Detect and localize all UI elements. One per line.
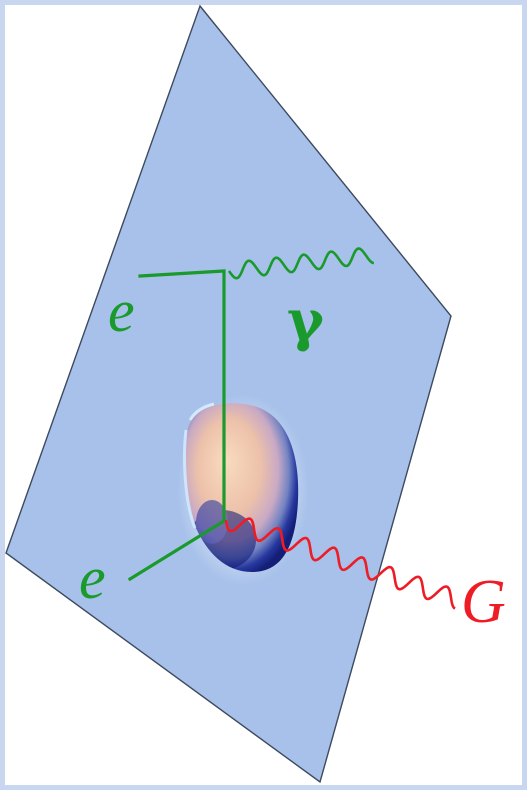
electron-label-top: e <box>108 278 135 344</box>
electron-lines <box>127 269 227 582</box>
graviton-wave <box>224 517 456 610</box>
graviton-label: G <box>461 568 506 636</box>
electron-line-top <box>138 269 226 523</box>
electron-label-bottom: e <box>79 545 106 611</box>
emission-blob <box>177 394 309 586</box>
photon-label: γ <box>287 288 325 354</box>
brane-plane <box>5 4 452 784</box>
photon-wave <box>227 247 374 280</box>
electron-line-bottom <box>127 518 227 582</box>
